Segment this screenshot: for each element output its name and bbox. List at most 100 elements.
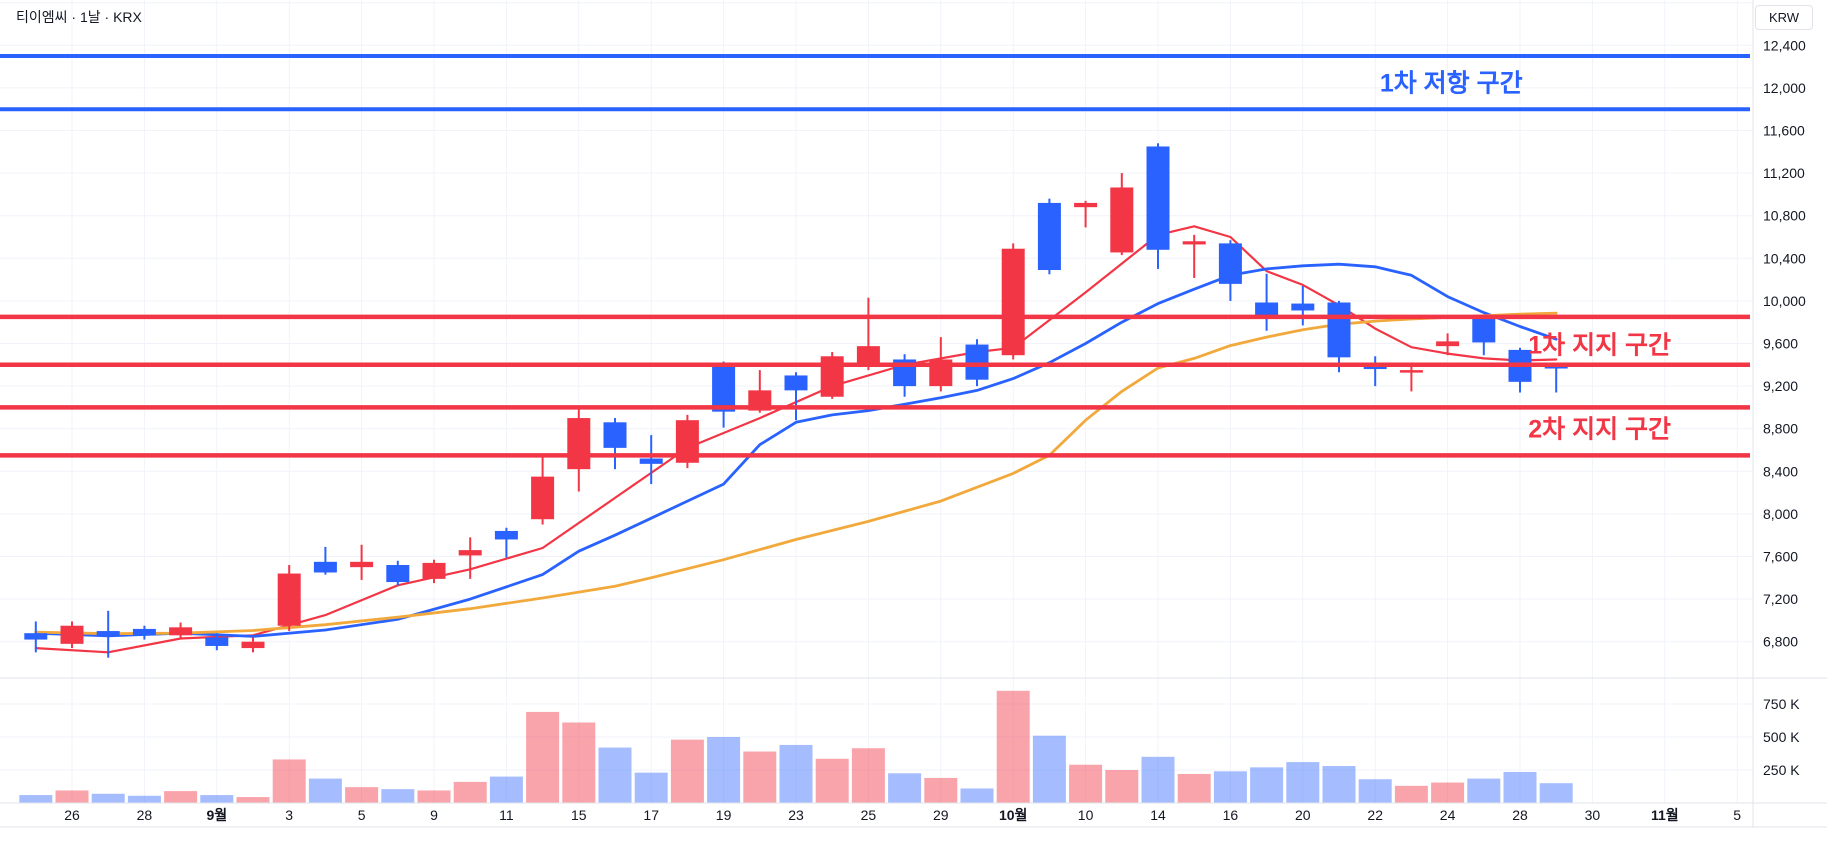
candle-body bbox=[1037, 202, 1061, 271]
candle-body bbox=[567, 418, 591, 470]
symbol-title[interactable]: 티이엠씨 · 1날 · KRX bbox=[16, 9, 142, 25]
date-tick-label: 28 bbox=[1512, 807, 1528, 823]
candle-wick bbox=[1374, 356, 1377, 387]
candle bbox=[603, 418, 627, 470]
volume-bar bbox=[1358, 779, 1392, 803]
volume-bar bbox=[526, 711, 560, 803]
candle bbox=[1327, 300, 1351, 373]
date-tick-label: 10월 bbox=[999, 807, 1027, 823]
volume-bar bbox=[562, 722, 596, 803]
price-tick-label: 12,000 bbox=[1763, 80, 1806, 96]
volume-bar bbox=[960, 788, 994, 803]
candle-series bbox=[24, 143, 1568, 658]
price-tick-label: 10,000 bbox=[1763, 293, 1806, 309]
volume-bar bbox=[164, 791, 198, 803]
volume-bar bbox=[1394, 785, 1428, 803]
time-axis[interactable]: 26 28 9월 3 5 9 11 15 17 19 23 25 29 10월 10 14 16 20 22 24 28… bbox=[64, 807, 1741, 823]
volume-bar bbox=[815, 758, 849, 803]
candle-body bbox=[1001, 248, 1025, 356]
date-tick-label: 20 bbox=[1295, 807, 1311, 823]
candle-body bbox=[1182, 241, 1206, 245]
date-tick-label: 14 bbox=[1150, 807, 1166, 823]
candle-body bbox=[1399, 370, 1423, 373]
date-tick-label: 10 bbox=[1078, 807, 1094, 823]
price-tick-label: 6,800 bbox=[1763, 634, 1798, 650]
price-tick-label: 8,800 bbox=[1763, 421, 1798, 437]
volume-tick-label: 250 K bbox=[1763, 762, 1800, 778]
candle-body bbox=[820, 356, 844, 397]
price-tick-label: 9,200 bbox=[1763, 378, 1798, 394]
volume-bar bbox=[996, 690, 1030, 803]
price-tick-label: 7,600 bbox=[1763, 549, 1798, 565]
candle bbox=[386, 560, 410, 586]
candle-body bbox=[1218, 243, 1242, 284]
volume-bar bbox=[55, 790, 89, 803]
candle bbox=[169, 622, 193, 639]
volume-bar bbox=[1141, 756, 1175, 803]
candle-wick bbox=[324, 546, 327, 575]
date-tick-label: 22 bbox=[1367, 807, 1383, 823]
price-tick-label: 7,200 bbox=[1763, 591, 1798, 607]
candle bbox=[639, 435, 663, 485]
candle bbox=[1291, 285, 1315, 326]
volume-bar bbox=[707, 737, 741, 803]
candle-body bbox=[784, 375, 808, 391]
candle-wick bbox=[1084, 200, 1087, 228]
candle-body bbox=[531, 476, 555, 520]
date-tick-label: 5 bbox=[1733, 807, 1741, 823]
volume-bar bbox=[417, 790, 451, 803]
candle-body bbox=[277, 573, 301, 626]
candle-body bbox=[1110, 187, 1134, 253]
volume-bar bbox=[272, 759, 306, 803]
candle bbox=[24, 621, 48, 653]
volume-bar bbox=[1431, 782, 1465, 803]
zone-label[interactable]: 2차 지지 구간 bbox=[1528, 416, 1671, 444]
volume-bar bbox=[1177, 773, 1211, 803]
candle-wick bbox=[795, 372, 797, 421]
date-tick-label: 23 bbox=[788, 807, 804, 823]
date-tick-label: 19 bbox=[716, 807, 732, 823]
candle-body bbox=[1146, 146, 1170, 250]
price-tick-label: 10,400 bbox=[1763, 250, 1806, 266]
volume-tick-label: 500 K bbox=[1763, 729, 1800, 745]
date-tick-label: 5 bbox=[358, 807, 366, 823]
volume-bar bbox=[779, 744, 813, 803]
candle-body bbox=[350, 561, 374, 568]
price-tick-label: 10,800 bbox=[1763, 208, 1806, 224]
candle-body bbox=[1327, 302, 1351, 358]
candle bbox=[494, 527, 518, 558]
candle bbox=[132, 625, 156, 640]
candle bbox=[1182, 234, 1206, 279]
volume-bar bbox=[1322, 766, 1356, 803]
candle bbox=[350, 544, 374, 580]
volume-bar bbox=[1503, 771, 1537, 803]
zone-label[interactable]: 1차 저항 구간 bbox=[1380, 70, 1523, 98]
candle bbox=[712, 361, 736, 428]
volume-bar bbox=[1069, 764, 1103, 803]
candle-body bbox=[1436, 341, 1460, 347]
candle bbox=[241, 637, 265, 653]
price-axis[interactable]: 12,400 12,000 11,600 11,200 10,800 10,400 10,0… bbox=[1763, 37, 1806, 778]
candle-body bbox=[603, 422, 627, 448]
volume-bar bbox=[1250, 767, 1284, 803]
date-tick-label: 28 bbox=[137, 807, 153, 823]
volume-bar bbox=[91, 793, 125, 803]
date-tick-label: 11월 bbox=[1651, 807, 1679, 823]
currency-toggle[interactable]: KRW bbox=[1755, 5, 1813, 30]
volume-bar bbox=[453, 781, 487, 803]
date-tick-label: 24 bbox=[1440, 807, 1456, 823]
candle bbox=[1074, 200, 1098, 228]
candle-body bbox=[1255, 302, 1279, 318]
candle bbox=[1544, 362, 1568, 393]
zone-label[interactable]: 1차 지지 구간 bbox=[1528, 332, 1671, 360]
candle bbox=[1436, 333, 1460, 356]
candle-body bbox=[60, 625, 84, 644]
candle bbox=[277, 565, 301, 632]
candle-body bbox=[494, 530, 518, 540]
date-tick-label: 3 bbox=[285, 807, 293, 823]
volume-bar bbox=[743, 751, 777, 803]
candle bbox=[1255, 273, 1279, 331]
candle bbox=[1110, 173, 1134, 256]
candle-wick bbox=[867, 297, 870, 371]
